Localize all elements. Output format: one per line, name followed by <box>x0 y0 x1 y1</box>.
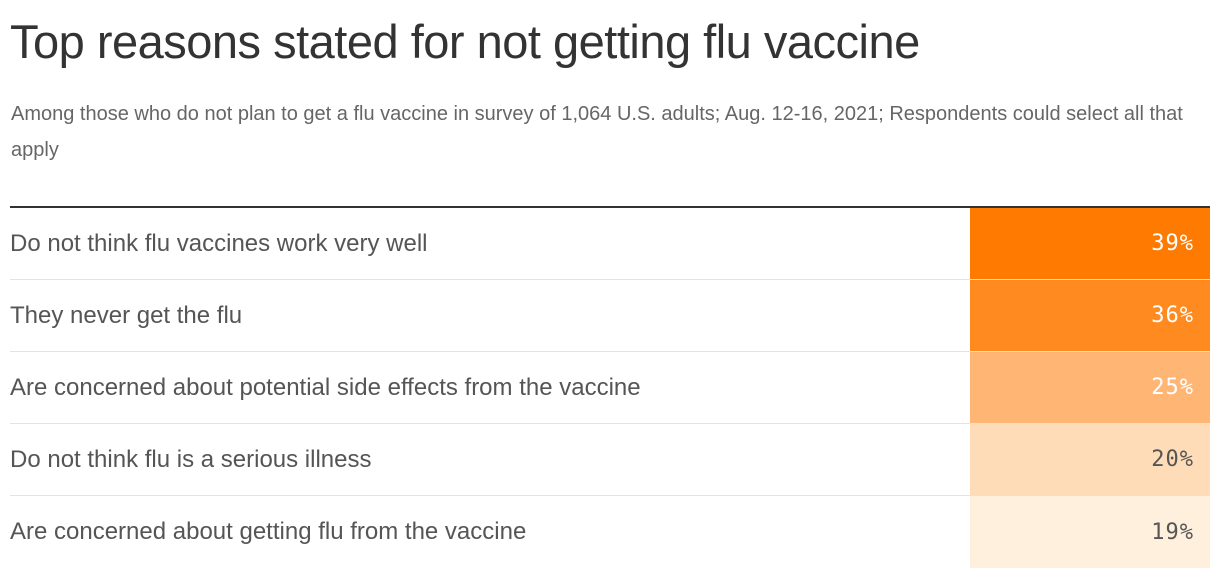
row-label: They never get the flu <box>10 301 243 329</box>
row-label: Are concerned about potential side effec… <box>10 373 641 401</box>
row-value-cell: 20% <box>970 424 1210 495</box>
row-label: Do not think flu vaccines work very well <box>10 229 428 257</box>
table-row: Are concerned about potential side effec… <box>10 352 1210 424</box>
row-label: Are concerned about getting flu from the… <box>10 518 527 545</box>
row-value-cell: 36% <box>970 280 1210 351</box>
row-label: Do not think flu is a serious illness <box>10 445 372 473</box>
table-row: Do not think flu vaccines work very well… <box>10 208 1210 280</box>
row-value-cell: 19% <box>970 496 1210 568</box>
reasons-table: Do not think flu vaccines work very well… <box>10 206 1210 568</box>
table-row: Are concerned about getting flu from the… <box>10 496 1210 568</box>
table-row: Do not think flu is a serious illness 20% <box>10 424 1210 496</box>
chart-subtitle: Among those who do not plan to get a flu… <box>11 103 1183 161</box>
chart-title: Top reasons stated for not getting flu v… <box>10 15 920 68</box>
table-row: They never get the flu 36% <box>10 280 1210 352</box>
row-value-cell: 39% <box>970 208 1210 279</box>
row-value-cell: 25% <box>970 352 1210 423</box>
